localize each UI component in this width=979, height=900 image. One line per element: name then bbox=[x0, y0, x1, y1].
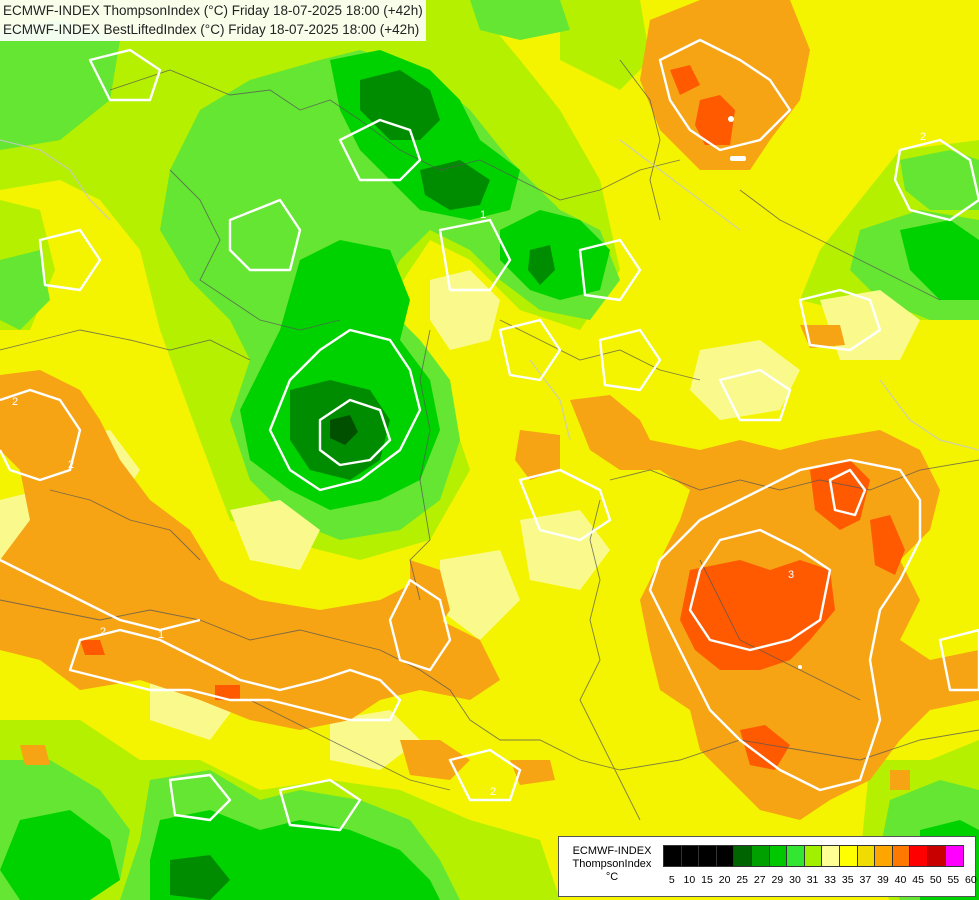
legend-tick-label: 30 bbox=[789, 874, 801, 886]
map-title-block: ECMWF-INDEX ThompsonIndex (°C) Friday 18… bbox=[0, 0, 426, 41]
legend-swatch bbox=[822, 846, 840, 866]
city-marker bbox=[730, 156, 746, 161]
city-marker bbox=[728, 116, 734, 122]
legend-tick-label: 35 bbox=[841, 874, 854, 886]
legend-tick-label: 10 bbox=[683, 874, 696, 886]
legend-tick-label: 60 bbox=[965, 874, 977, 886]
legend-tick-label: 29 bbox=[771, 874, 784, 886]
contour-label: 2 bbox=[68, 459, 74, 471]
color-legend: ECMWF-INDEX ThompsonIndex °C 5 10 15 20 25 27… bbox=[558, 836, 979, 897]
legend-swatch bbox=[751, 846, 770, 866]
legend-swatch bbox=[804, 846, 823, 866]
contour-label: 1 bbox=[158, 629, 164, 641]
legend-parameter: ThompsonIndex bbox=[572, 858, 652, 870]
legend-swatch bbox=[910, 846, 928, 866]
contour-label: 3 bbox=[788, 569, 794, 581]
legend-tick-label: 45 bbox=[912, 874, 924, 886]
legend-tick-label: 37 bbox=[859, 874, 872, 886]
legend-unit: °C bbox=[605, 871, 619, 883]
legend-swatch bbox=[857, 846, 876, 866]
legend-tick-label: 33 bbox=[824, 874, 836, 886]
legend-tick-label: 31 bbox=[806, 874, 819, 886]
legend-swatch bbox=[769, 846, 788, 866]
legend-tick-label: 25 bbox=[736, 874, 749, 886]
lifted-index-contours bbox=[0, 38, 979, 832]
legend-swatch bbox=[716, 846, 735, 866]
city-markers bbox=[728, 116, 802, 669]
legend-swatch bbox=[664, 846, 682, 866]
contour-label: 1 bbox=[480, 209, 486, 221]
title-line-best-lifted-index: ECMWF-INDEX BestLiftedIndex (°C) Friday … bbox=[3, 22, 420, 37]
legend-tick-label: 55 bbox=[947, 874, 960, 886]
title-line-thompson-index: ECMWF-INDEX ThompsonIndex (°C) Friday 18… bbox=[3, 3, 423, 18]
legend-swatch bbox=[839, 846, 858, 866]
legend-model: ECMWF-INDEX bbox=[572, 845, 652, 857]
legend-tick-label: 27 bbox=[753, 874, 766, 886]
legend-tick-label: 5 bbox=[668, 874, 675, 886]
legend-swatch bbox=[892, 846, 911, 866]
legend-label-block: ECMWF-INDEX ThompsonIndex °C bbox=[564, 845, 660, 884]
legend-swatch bbox=[945, 846, 964, 866]
legend-tick-label: 50 bbox=[929, 874, 942, 886]
legend-tick-label: 20 bbox=[718, 874, 731, 886]
contour-label-group: 1 2 3 2 2 1 2 2 bbox=[12, 131, 926, 798]
legend-swatch bbox=[699, 846, 717, 866]
legend-tick-label: 15 bbox=[701, 874, 713, 886]
legend-tick-labels: 5 10 15 20 25 27 29 30 31 33 35 37 39 40 45 50 55 60 bbox=[663, 874, 979, 886]
contour-label: 2 bbox=[12, 396, 18, 408]
legend-swatches bbox=[663, 845, 965, 867]
coastlines bbox=[0, 139, 979, 451]
city-marker bbox=[798, 665, 802, 669]
legend-swatch bbox=[927, 846, 946, 866]
legend-tick-label: 40 bbox=[894, 874, 907, 886]
legend-tick-label: 39 bbox=[877, 874, 889, 886]
legend-swatch bbox=[681, 846, 700, 866]
contour-label: 2 bbox=[920, 131, 926, 143]
legend-swatch bbox=[734, 846, 752, 866]
contour-label: 2 bbox=[100, 626, 106, 638]
legend-swatch bbox=[875, 846, 893, 866]
darkest-green-region bbox=[330, 415, 358, 445]
legend-swatch bbox=[787, 846, 805, 866]
contour-label: 2 bbox=[490, 786, 496, 798]
